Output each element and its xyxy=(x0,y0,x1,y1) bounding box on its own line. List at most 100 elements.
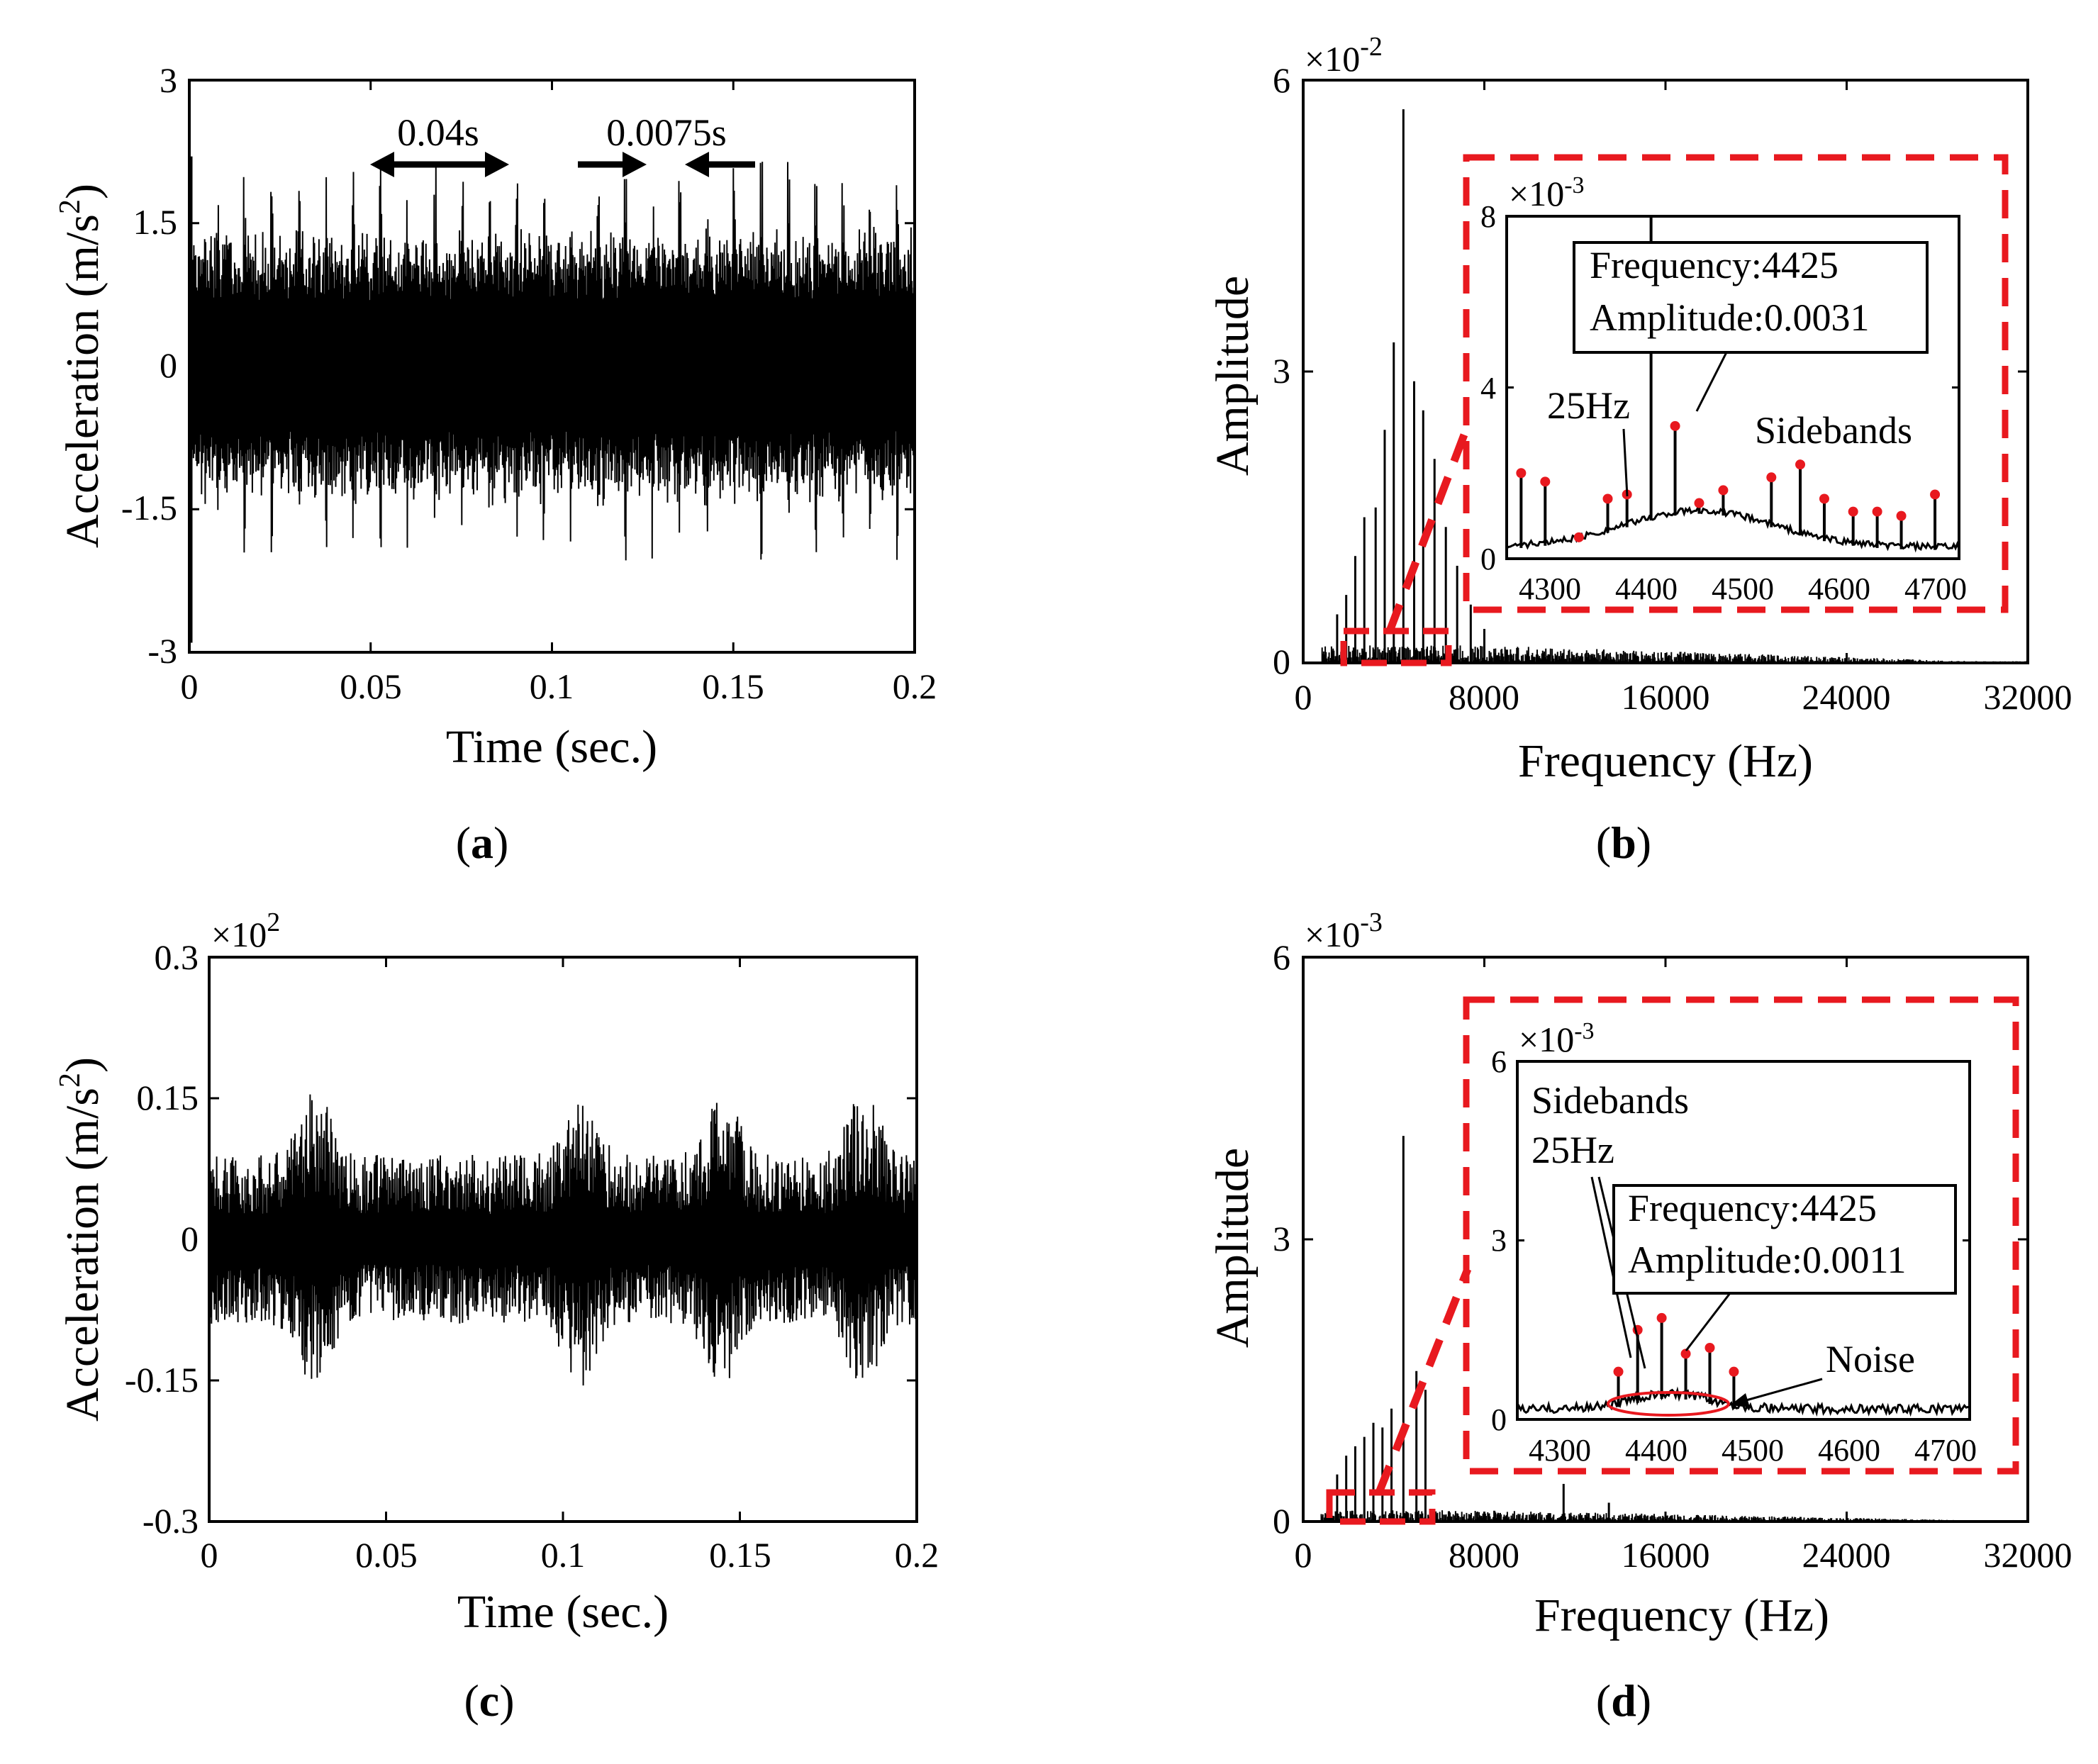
panel-d-zoom-connector xyxy=(1375,1267,1472,1495)
panel-a-ytick-label: 1.5 xyxy=(133,202,178,242)
panel-b-inset-peak-marker xyxy=(1896,510,1907,521)
panel-d-xtick-label: 8000 xyxy=(1449,1535,1519,1575)
panel-b-ytick-labels: 0 3 6 xyxy=(1273,60,1290,681)
panel-b-label-25hz: 25Hz xyxy=(1547,384,1630,427)
panel-a-ytick-labels: -3 -1.5 0 1.5 3 xyxy=(121,60,177,671)
panel-b-xtick-label: 16000 xyxy=(1622,677,1710,717)
panel-b-inset-xtick-label: 4600 xyxy=(1808,571,1870,606)
panel-b-inset-peak-marker xyxy=(1930,489,1941,500)
panel-d-inset-peak-marker xyxy=(1656,1312,1667,1323)
panel-c-waveform xyxy=(208,1094,917,1386)
panel-b-ytick-label: 6 xyxy=(1273,60,1290,100)
panel-a-ytick-label: -1.5 xyxy=(121,488,177,527)
panel-c-xtick-label: 0.05 xyxy=(355,1535,418,1575)
panel-d-inset-peak-marker xyxy=(1729,1366,1739,1377)
panel-b-inset-peak-marker xyxy=(1766,472,1777,483)
panel-d-sidebands-pointer xyxy=(1590,1176,1632,1358)
panel-d-inset-ytick-label: 0 xyxy=(1491,1402,1507,1437)
panel-d-caption: (d) xyxy=(1596,1675,1651,1726)
panel-b-inset-xtick-label: 4700 xyxy=(1904,571,1967,606)
panel-a-xtick-label: 0 xyxy=(181,666,199,706)
panel-b-inset: ×10-3 4300 4400 4500 4600 4700 0 4 8 Fre… xyxy=(1480,172,1967,606)
panel-d-ytick-label: 3 xyxy=(1273,1219,1290,1258)
panel-a-mesh-label: 0.0075s xyxy=(606,111,727,154)
panel-b-xlabel: Frequency (Hz) xyxy=(1518,735,1813,787)
panel-a: 0 0.05 0.1 0.15 0.2 -3 -1.5 0 1.5 3 Time… xyxy=(54,60,937,868)
panel-d-inset-info-box: Frequency:4425 Amplitude:0.0011 xyxy=(1612,1184,1957,1351)
panel-d-xtick-label: 32000 xyxy=(1984,1535,2072,1575)
panel-a-caption: (a) xyxy=(456,817,509,868)
panel-d-xlabel: Frequency (Hz) xyxy=(1534,1590,1829,1641)
panel-a-ytick-label: 0 xyxy=(160,345,177,385)
panel-d-multiplier: ×10-3 xyxy=(1305,908,1383,954)
panel-c-xtick-label: 0.15 xyxy=(709,1535,771,1575)
panel-b-info-frequency: Frequency:4425 xyxy=(1590,244,1838,286)
panel-b-zoom-region xyxy=(1340,627,1452,666)
panel-a-mesh-annotation: 0.0075s xyxy=(578,111,755,177)
panel-b-inset-ytick-label: 0 xyxy=(1480,542,1496,576)
panel-b-inset-ticks xyxy=(1505,215,1960,560)
panel-b-inset-peak-marker xyxy=(1718,485,1729,496)
panel-a-ytick-label: 3 xyxy=(160,60,177,100)
panel-b-inset-peak-marker xyxy=(1819,493,1829,504)
panel-b-inset-peak-marker xyxy=(1516,468,1527,479)
panel-a-ticks xyxy=(188,79,916,654)
panel-b-xtick-label: 0 xyxy=(1295,677,1312,717)
panel-c-ytick-label: -0.15 xyxy=(125,1360,199,1400)
panel-b-label-sidebands: Sidebands xyxy=(1755,409,1912,452)
panel-c-xtick-label: 0.1 xyxy=(541,1535,586,1575)
panel-d-inset-ytick-label: 6 xyxy=(1491,1044,1507,1079)
panel-a-signal xyxy=(189,156,915,643)
panel-a-waveform xyxy=(189,162,915,561)
panel-d-info-amplitude: Amplitude:0.0011 xyxy=(1628,1239,1906,1281)
panel-b-inset-outline xyxy=(1463,154,2009,613)
panel-b-inset-info-box: Frequency:4425 Amplitude:0.0031 xyxy=(1573,241,1929,412)
panel-d-xtick-label: 24000 xyxy=(1802,1535,1891,1575)
panel-a-ylabel: Acceleration (m/s2) xyxy=(54,184,108,548)
panel-d-ytick-label: 6 xyxy=(1273,937,1290,977)
panel-b-inset-peak-marker xyxy=(1694,498,1704,508)
panel-a-period-label: 0.04s xyxy=(397,111,479,154)
panel-b-zoom-connector xyxy=(1385,424,1472,632)
panel-d-inset-peak-marker xyxy=(1613,1366,1624,1377)
panel-c-xlabel: Time (sec.) xyxy=(457,1586,669,1638)
panel-b-inset-multiplier: ×10-3 xyxy=(1509,172,1585,213)
panel-c-caption: (c) xyxy=(464,1675,514,1726)
panel-a-period-annotation: 0.04s xyxy=(370,111,509,177)
panel-d-label-sidebands: Sidebands xyxy=(1531,1079,1689,1122)
panel-d-ytick-label: 0 xyxy=(1273,1501,1290,1541)
panel-c-xtick-label: 0.2 xyxy=(895,1535,939,1575)
panel-b-inset-ytick-labels: 0 4 8 xyxy=(1480,199,1496,576)
panel-d-ytick-labels: 0 3 6 xyxy=(1273,937,1290,1541)
panel-d-noise-ellipse xyxy=(1607,1391,1730,1417)
panel-b-info-amplitude: Amplitude:0.0031 xyxy=(1590,296,1869,339)
panel-b-inset-peak-marker xyxy=(1670,420,1680,431)
panel-c-ytick-label: -0.3 xyxy=(143,1501,199,1541)
panel-a-xtick-label: 0.15 xyxy=(702,666,764,706)
panel-c-ylabel: Acceleration (m/s2) xyxy=(54,1057,108,1422)
panel-d-inset: ×10-3 4300 4400 4500 4600 4700 0 3 6 Sid… xyxy=(1491,1018,1977,1468)
panel-d-inset-peak-marker xyxy=(1704,1343,1715,1353)
panel-c-multiplier: ×102 xyxy=(211,908,280,954)
panel-d-inset-peak-marker xyxy=(1680,1349,1691,1359)
panel-b-inset-peak-marker xyxy=(1848,506,1858,517)
panel-b-inset-peak-marker xyxy=(1540,476,1551,487)
panel-b-inset-spectrum xyxy=(1506,216,1960,553)
panel-b-xtick-label: 32000 xyxy=(1984,677,2072,717)
panel-d-inset-ytick-labels: 0 3 6 xyxy=(1491,1044,1507,1437)
panel-a-ytick-label: -3 xyxy=(147,631,177,671)
panel-d-xtick-labels: 0 8000 16000 24000 32000 xyxy=(1295,1535,2072,1575)
panel-d-label-noise: Noise xyxy=(1826,1338,1915,1380)
panel-d-inset-xtick-labels: 4300 4400 4500 4600 4700 xyxy=(1529,1433,1977,1468)
panel-d-label-25hz: 25Hz xyxy=(1531,1129,1614,1171)
panel-a-xtick-label: 0.1 xyxy=(530,666,574,706)
panel-b-inset-peak-marker xyxy=(1795,459,1806,470)
panel-c: ×102 0 0.05 0.1 0.15 0.2 -0.3 -0.15 0 0.… xyxy=(54,908,939,1726)
panel-d: ×10-3 0 8000 16000 24000 32000 0 3 6 Fre… xyxy=(1207,908,2072,1726)
panel-c-signal xyxy=(208,1094,917,1386)
panel-b-inset-peak-marker xyxy=(1872,506,1882,517)
panel-b-inset-xtick-label: 4500 xyxy=(1712,571,1774,606)
panel-b-inset-xtick-labels: 4300 4400 4500 4600 4700 xyxy=(1519,571,1967,606)
panel-d-inset-ticks xyxy=(1516,1060,1971,1421)
panel-b-inset-xtick-label: 4400 xyxy=(1615,571,1678,606)
